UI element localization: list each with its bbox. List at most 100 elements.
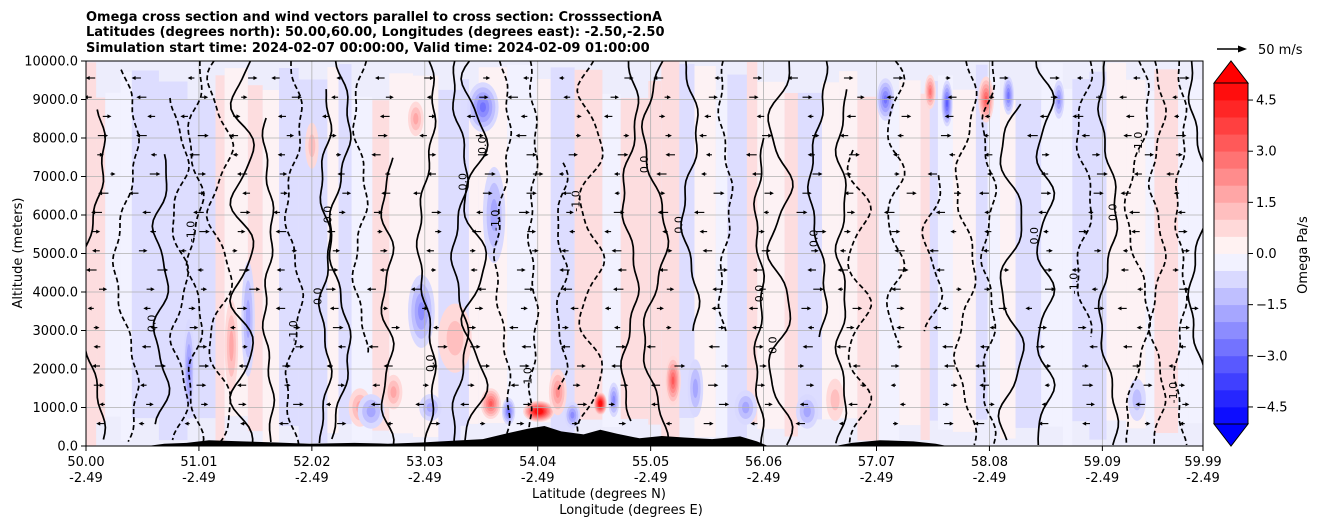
wind-vector-head [622, 421, 627, 426]
contour-label: -1.0 [521, 367, 534, 388]
wind-vector-head [984, 152, 989, 157]
x-tick-label-lat: 59.99 [1184, 455, 1221, 470]
wind-vector-head [895, 364, 900, 368]
omega-stripe [602, 93, 621, 428]
wind-vector-head [193, 210, 198, 215]
wind-vector-head [900, 306, 905, 311]
omega-stripe [460, 79, 469, 426]
wind-vector-head [944, 114, 949, 119]
wind-vector-head [787, 76, 792, 80]
wind-vector-head [1096, 152, 1101, 157]
wind-vector-head [942, 344, 947, 349]
wind-vector-head [752, 325, 757, 330]
wind-vector-head [800, 364, 805, 368]
contour-line [328, 61, 352, 440]
wind-vector-head [180, 114, 185, 119]
wind-vector-head [990, 95, 995, 100]
wind-vector-head [989, 325, 994, 330]
wind-vector-head [661, 114, 666, 119]
wind-vector-head [293, 248, 298, 253]
wind-vector-head [143, 248, 148, 253]
omega-stripe [262, 90, 279, 443]
x-tick-label-lat: 53.03 [406, 455, 443, 470]
wind-vector-head [275, 229, 280, 234]
colorbar-label: Omega Pa/s [1296, 216, 1311, 294]
colorbar [1212, 60, 1250, 447]
omega-stripe [468, 92, 479, 424]
y-axis-ticks: 10000.0 9000.0 8000.0 7000.0 6000.0 5000.0 400… [24, 55, 86, 455]
wind-vector-head [748, 306, 753, 311]
wind-vector-head [886, 95, 891, 100]
wind-vector-head [337, 152, 342, 157]
colorbar-tick-label: 4.5 [1256, 94, 1277, 109]
wind-vector-head [413, 191, 418, 196]
colorbar-extend-high-icon [1212, 60, 1250, 84]
contour-line [415, 61, 437, 446]
contour-label: -1.0 [287, 320, 300, 341]
wind-vector-head [713, 95, 718, 100]
wind-vector-head [561, 344, 566, 349]
wind-vector-head [378, 229, 383, 234]
wind-vector-head [277, 114, 282, 119]
wind-vector-head [91, 210, 96, 215]
contour-label: -1.0 [185, 221, 198, 242]
wind-vector-head [807, 152, 812, 157]
wind-vector-head [136, 95, 141, 100]
contour-label: 0.0 [1028, 227, 1041, 245]
wind-vector-head [862, 383, 867, 388]
wind-vector-head [339, 325, 344, 330]
contour-line [205, 61, 235, 446]
wind-vector-head [709, 421, 714, 426]
contour-line [753, 137, 766, 444]
wind-vector-head [704, 114, 709, 119]
wind-vector-head [389, 95, 394, 100]
colorbar-ticks: 4.5 3.0 1.5 0.0 −1.5 −3.0 −4.5 [1248, 94, 1288, 415]
contour-line [979, 61, 998, 446]
colorbar-segment [1214, 100, 1248, 118]
wind-vector-head [277, 152, 282, 157]
wind-vectors [86, 76, 1199, 426]
wind-vector-head [466, 114, 471, 119]
vector-key-arrowhead-icon [1238, 45, 1247, 53]
wind-vector-head [957, 191, 962, 196]
wind-vector-head [929, 248, 934, 253]
omega-feature [599, 402, 601, 405]
omega-stripe [86, 62, 97, 446]
plot-area: 0.0 0.0 -1.0 -1.0 0.0 0.0 0.0 0.0 0.0 -1.0 -1.0 -1.… [86, 61, 1203, 446]
wind-vector-head [96, 229, 101, 234]
wind-vector-head [202, 172, 207, 176]
wind-vector-head [237, 383, 242, 388]
colorbar-segment [1214, 321, 1248, 340]
x-axis-label-longitude: Longitude (degrees E) [559, 503, 703, 518]
wind-vector-head [617, 268, 622, 272]
wind-vector-head [509, 325, 514, 330]
x-tick-label-lon: -2.49 [634, 471, 668, 486]
wind-vector-head [941, 306, 946, 311]
wind-vector-head [725, 364, 730, 368]
contour-label: 0.0 [145, 315, 158, 333]
wind-vector-head [624, 152, 629, 157]
wind-vector-head [1071, 268, 1076, 272]
wind-vector-head [762, 364, 767, 368]
wind-vector-head [243, 95, 248, 100]
wind-vector-head [1182, 133, 1187, 138]
wind-vector-head [486, 76, 491, 80]
omega-stripe [1072, 79, 1090, 422]
y-tick-label: 2000.0 [33, 363, 79, 378]
chart-title-line-2: Latitudes (degrees north): 50.00,60.00, … [86, 25, 665, 40]
omega-stripe [279, 68, 299, 426]
wind-vector-head [326, 229, 331, 234]
wind-vector-head [613, 325, 618, 330]
wind-vector-head [570, 306, 575, 311]
wind-vector-head [341, 383, 346, 388]
x-tick-label-lat: 51.01 [180, 455, 217, 470]
wind-vector-head [950, 229, 955, 234]
colorbar-segment [1214, 236, 1248, 254]
wind-vector-head [836, 344, 841, 349]
wind-vector-head [576, 383, 581, 388]
wind-vector-head [948, 152, 953, 157]
wind-vector-head [768, 133, 773, 138]
omega-stripe [679, 63, 695, 418]
wind-vector-head [662, 229, 667, 234]
wind-vector-head [803, 210, 808, 215]
